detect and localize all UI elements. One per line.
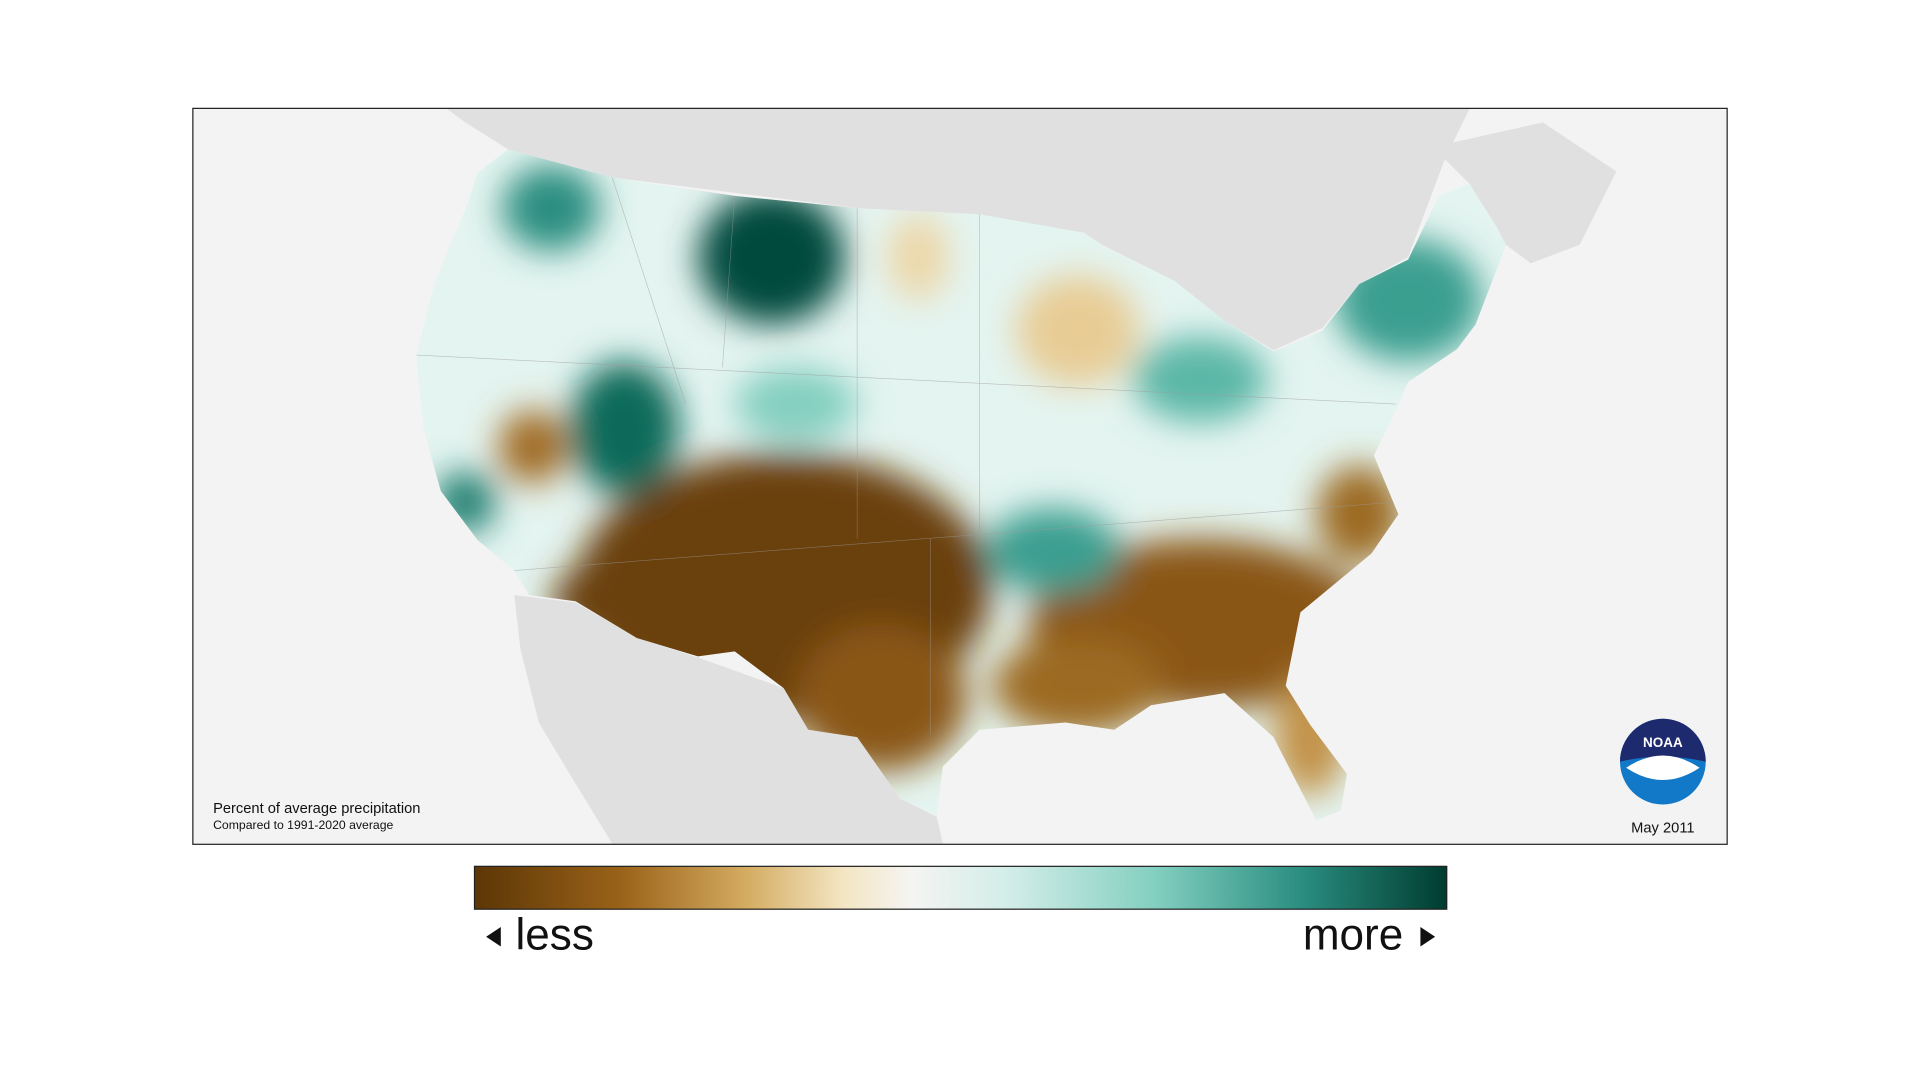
caption-title: Percent of average precipitation (213, 801, 420, 817)
mexico (514, 595, 943, 844)
noaa-logo: NOAA (1620, 718, 1706, 805)
caption-subtitle: Compared to 1991-2020 average (213, 818, 393, 832)
map-frame (192, 107, 1728, 845)
map-date: May 2011 (1631, 821, 1694, 837)
legend-high: more (1303, 911, 1403, 960)
scaled-layout: NOAA Percent of average precipitation Co… (192, 107, 1728, 960)
more-arrow (1420, 926, 1436, 947)
logo-text: NOAA (1643, 735, 1683, 750)
map: NOAA Percent of average precipitation Co… (193, 108, 1727, 844)
color-bar (473, 865, 1448, 910)
canada (446, 108, 1470, 351)
legend-low: less (516, 911, 594, 960)
less-arrow (486, 926, 501, 947)
canada-east (1432, 122, 1617, 264)
